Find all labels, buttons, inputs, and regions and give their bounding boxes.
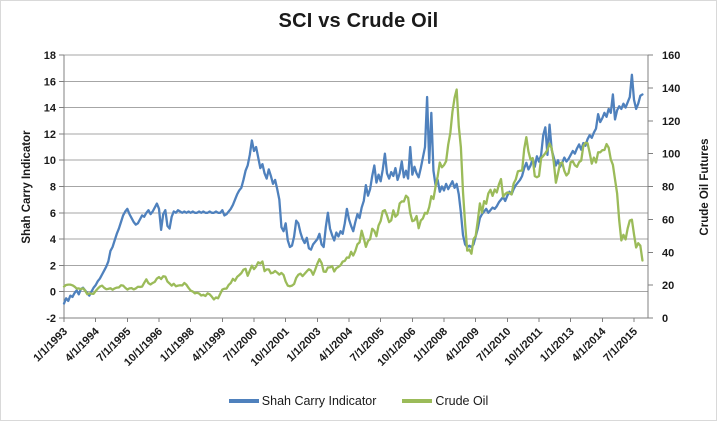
right-axis-tick-label: 120	[662, 116, 680, 128]
sci-legend-line-sample	[228, 399, 259, 403]
crude-oil-series-line	[62, 88, 644, 301]
sci-series-line	[62, 73, 644, 305]
left-axis-tick-label: 0	[50, 287, 56, 299]
left-axis-tick-label: 2	[50, 260, 56, 272]
right-axis-tick-label: 160	[662, 50, 680, 62]
right-axis-tick-label: 80	[662, 182, 674, 194]
right-axis-tick-label: 60	[662, 214, 674, 226]
right-axis-tick-label: 100	[662, 149, 680, 161]
left-axis-tick-label: 14	[44, 103, 57, 115]
left-axis-tick-label: 6	[50, 208, 56, 220]
left-axis-tick-label: 8	[50, 182, 56, 194]
crude-oil-legend-label: Crude Oil	[435, 394, 489, 408]
left-axis-tick-label: 12	[44, 129, 56, 141]
left-axis-tick-label: -2	[46, 313, 56, 325]
left-axis-tick-label: 16	[44, 76, 56, 88]
legend-item-sci: Shah Carry Indicator	[228, 394, 377, 408]
left-axis-tick-label: 10	[44, 155, 56, 167]
right-axis-tick-label: 40	[662, 247, 674, 259]
chart-title: SCI vs Crude Oil	[278, 10, 439, 32]
x-axis-tick-label: 7/1/2015	[601, 326, 640, 365]
right-axis-tick-label: 0	[662, 313, 668, 325]
legend: Shah Carry Indicator Crude Oil	[1, 390, 716, 412]
right-axis-tick-label: 20	[662, 280, 674, 292]
legend-item-crude: Crude Oil	[402, 394, 488, 408]
right-axis-tick-label: 140	[662, 83, 680, 95]
left-axis-tick-label: 4	[50, 234, 57, 246]
sci-legend-label: Shah Carry Indicator	[261, 394, 377, 408]
left-axis-tick-label: 18	[44, 50, 56, 62]
crude-oil-legend-line-sample	[402, 399, 433, 403]
